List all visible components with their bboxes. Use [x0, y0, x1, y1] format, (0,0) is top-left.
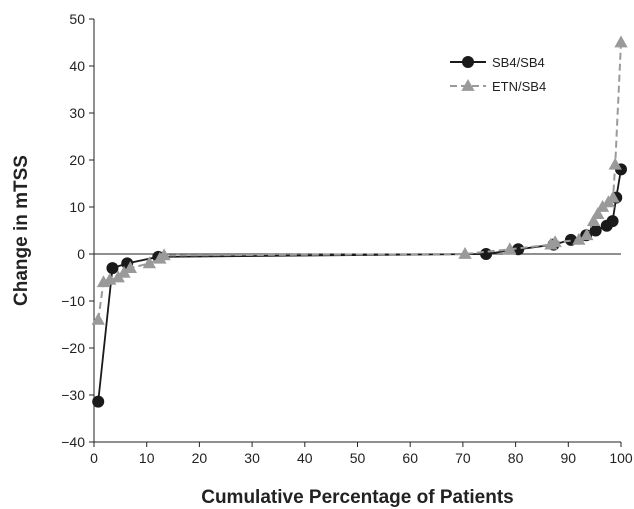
y-tick-label: 20 — [69, 152, 85, 168]
data-point-etn-sb4 — [608, 157, 622, 170]
y-tick-label: −20 — [61, 340, 85, 356]
data-point-sb4-sb4 — [606, 215, 619, 228]
data-point-etn-sb4 — [586, 214, 601, 226]
x-tick-label: 100 — [609, 450, 633, 466]
x-tick-label: 60 — [402, 450, 418, 466]
series-sb4-sb4 — [92, 163, 627, 408]
data-point-etn-sb4 — [157, 248, 171, 261]
y-tick-label: 40 — [69, 58, 85, 74]
data-point-etn-sb4 — [91, 312, 105, 325]
series-line-sb4-sb4 — [97, 169, 622, 402]
x-tick-label: 90 — [561, 450, 577, 466]
x-tick-label: 30 — [244, 450, 260, 466]
x-axis-title: Cumulative Percentage of Patients — [201, 487, 514, 508]
y-axis-title: Change in mTSS — [11, 155, 32, 306]
data-point-sb4-sb4 — [106, 262, 119, 275]
x-tick-label: 50 — [350, 450, 366, 466]
series-layer — [91, 35, 628, 408]
y-tick-label: −30 — [61, 387, 85, 403]
x-ticks: 0 10 20 30 40 50 60 70 80 90 100 — [90, 442, 633, 466]
legend-label-etn-sb4: ETN/SB4 — [492, 79, 546, 94]
data-point-etn-sb4 — [123, 261, 138, 273]
data-point-etn-sb4 — [503, 242, 517, 255]
x-tick-label: 80 — [508, 450, 524, 466]
y-tick-label: 50 — [69, 11, 85, 27]
legend-marker-sb4-sb4 — [462, 56, 474, 68]
y-tick-label: −40 — [61, 434, 85, 450]
legend: SB4/SB4 ETN/SB4 — [450, 55, 546, 94]
legend-item-etn-sb4: ETN/SB4 — [450, 79, 546, 94]
y-tick-label: 0 — [77, 246, 85, 262]
y-tick-label: 10 — [69, 199, 85, 215]
data-point-etn-sb4 — [548, 235, 562, 248]
data-point-etn-sb4 — [458, 247, 472, 259]
data-point-etn-sb4 — [614, 35, 628, 48]
series-etn-sb4 — [91, 35, 628, 325]
data-point-etn-sb4 — [606, 190, 620, 203]
y-tick-label: 30 — [69, 105, 85, 121]
x-tick-label: 10 — [139, 450, 155, 466]
data-point-sb4-sb4 — [589, 224, 602, 237]
x-tick-label: 0 — [90, 450, 98, 466]
x-tick-label: 40 — [297, 450, 313, 466]
data-point-etn-sb4 — [117, 265, 131, 278]
x-tick-label: 70 — [455, 450, 471, 466]
legend-label-sb4-sb4: SB4/SB4 — [492, 55, 545, 70]
x-tick-label: 20 — [192, 450, 208, 466]
y-tick-label: −10 — [61, 293, 85, 309]
data-point-sb4-sb4 — [480, 248, 493, 260]
legend-item-sb4-sb4: SB4/SB4 — [450, 55, 545, 70]
data-point-etn-sb4 — [580, 228, 594, 241]
y-ticks: −40 −30 −20 −10 0 10 20 30 40 50 — [61, 11, 94, 450]
legend-marker-etn-sb4 — [461, 79, 475, 91]
data-point-etn-sb4 — [591, 207, 605, 219]
data-point-etn-sb4 — [572, 232, 586, 245]
data-point-sb4-sb4 — [92, 395, 105, 408]
data-point-etn-sb4 — [142, 256, 156, 269]
